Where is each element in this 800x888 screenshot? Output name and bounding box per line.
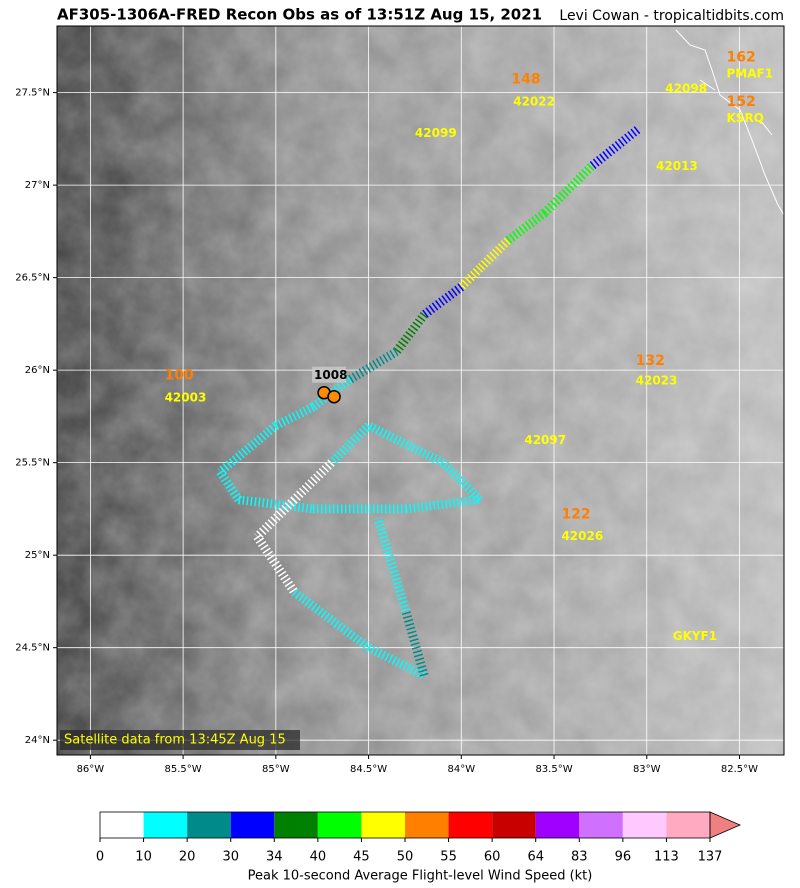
flight-track-segment: [458, 265, 484, 291]
colorbar-bin: [143, 812, 188, 838]
colorbar-label: Peak 10-second Average Flight-level Wind…: [248, 869, 593, 884]
pressure-box: [312, 366, 347, 383]
x-tick-label: 85.5°W: [165, 764, 202, 775]
y-tick-label: 24.5°N: [15, 643, 50, 654]
y-tick-label: 26°N: [25, 365, 50, 376]
flight-track-segment: [541, 163, 595, 217]
colorbar-tick-label: 30: [222, 850, 239, 865]
y-tick-label: 26.5°N: [15, 273, 50, 284]
flight-track-segment: [273, 403, 315, 430]
title: AF305-1306A-FRED Recon Obs as of 13:51Z …: [57, 6, 542, 24]
station-label: 42026: [561, 529, 603, 543]
station-label: GKYF1: [673, 629, 717, 643]
colorbar-bin: [405, 812, 449, 838]
flight-track-segment: [401, 609, 429, 677]
flight-track-segment: [253, 534, 299, 595]
station-label: PMAF1: [727, 67, 774, 81]
center-fix: [327, 389, 341, 404]
colorbar-bin: [492, 812, 536, 838]
station-label: 42003: [165, 390, 207, 404]
flight-track-segment: [373, 516, 410, 612]
colorbar-bin: [274, 812, 318, 838]
flight-track-segment: [366, 421, 445, 467]
colorbar-tick-label: 60: [484, 850, 501, 865]
flight-track-segment: [216, 469, 243, 503]
y-tick-label: 25°N: [25, 550, 50, 561]
x-tick-label: 84.5°W: [350, 764, 387, 775]
colorbar-bin: [230, 812, 275, 838]
flight-track-segment: [328, 422, 372, 466]
center-pressure: 1008: [314, 368, 347, 382]
y-tick-label: 25.5°N: [15, 458, 50, 469]
flight-track-segment: [405, 495, 481, 514]
colorbar-bin: [622, 812, 667, 838]
colorbar-bin: [535, 812, 580, 838]
colorbar-bin: [666, 812, 710, 838]
map-area: 42098 42022 42099 42013 PMAF1 KSRQ 42023 42097 4…: [57, 26, 784, 755]
colorbar-tick-label: 10: [135, 850, 152, 865]
station-value: 152: [727, 94, 756, 110]
station-value: 148: [511, 72, 540, 88]
colorbar-bin: [317, 812, 362, 838]
flight-track-segment: [254, 496, 298, 540]
colorbar-tick-label: 0: [96, 850, 104, 865]
colorbar-tick-label: 20: [179, 850, 196, 865]
map-frame: [56, 25, 785, 756]
note-box: [60, 730, 300, 750]
station-label: 42099: [415, 126, 457, 140]
colorbar-tick-label: 113: [654, 850, 679, 865]
station-label: 42022: [513, 94, 555, 108]
flight-track-segment: [588, 126, 641, 171]
colorbar-tick-label: 64: [527, 850, 544, 865]
coastline: [675, 29, 784, 216]
flight-track-segment: [347, 347, 399, 384]
colorbar-bin: [100, 812, 144, 838]
colorbar-bin: [361, 812, 405, 838]
colorbar-tick-label: 45: [353, 850, 370, 865]
y-tick-label: 24°N: [25, 735, 50, 746]
station-label: 42097: [524, 433, 566, 447]
flight-track-segment: [291, 459, 335, 503]
station-value: 132: [636, 353, 665, 369]
station-label: 42013: [656, 159, 698, 173]
y-tick-label: 27.5°N: [15, 88, 50, 99]
x-tick-label: 82.5°W: [721, 764, 758, 775]
x-tick-label: 83.5°W: [535, 764, 572, 775]
station-value: 122: [561, 506, 590, 522]
x-tick-label: 86°W: [77, 764, 105, 775]
colorbar-extension: [709, 811, 742, 839]
station-label: 42023: [636, 374, 678, 388]
cloud-texture: [57, 26, 784, 755]
credit: Levi Cowan - tropicaltidbits.com: [559, 8, 784, 24]
flight-track-segment: [238, 495, 314, 514]
colorbar-tick-label: 83: [571, 850, 588, 865]
station-value: 162: [727, 49, 756, 65]
station-label: 42098: [665, 81, 707, 95]
colorbar-tick-label: 40: [310, 850, 327, 865]
colorbar-tick-label: 96: [615, 850, 632, 865]
colorbar-tick-label: 137: [698, 850, 723, 865]
colorbar-bin: [579, 812, 623, 838]
flight-track-segment: [291, 588, 372, 652]
colorbar-bin: [187, 812, 231, 838]
colorbar-bin: [448, 812, 493, 838]
x-tick-label: 84°W: [447, 764, 475, 775]
x-tick-label: 83°W: [633, 764, 661, 775]
station-value: 100: [165, 368, 194, 384]
colorbar-tick-label: 50: [397, 850, 414, 865]
y-tick-label: 27°N: [25, 180, 50, 191]
colorbar-tick-label: 55: [440, 850, 457, 865]
flight-track-segment: [217, 422, 279, 476]
station-label: KSRQ: [727, 111, 764, 125]
colorbar-tick-label: 34: [266, 850, 283, 865]
satellite-note: Satellite data from 13:45Z Aug 15: [64, 733, 286, 748]
x-tick-label: 85°W: [262, 764, 290, 775]
flight-track-segment: [439, 459, 484, 503]
flight-track-segment: [476, 237, 511, 272]
